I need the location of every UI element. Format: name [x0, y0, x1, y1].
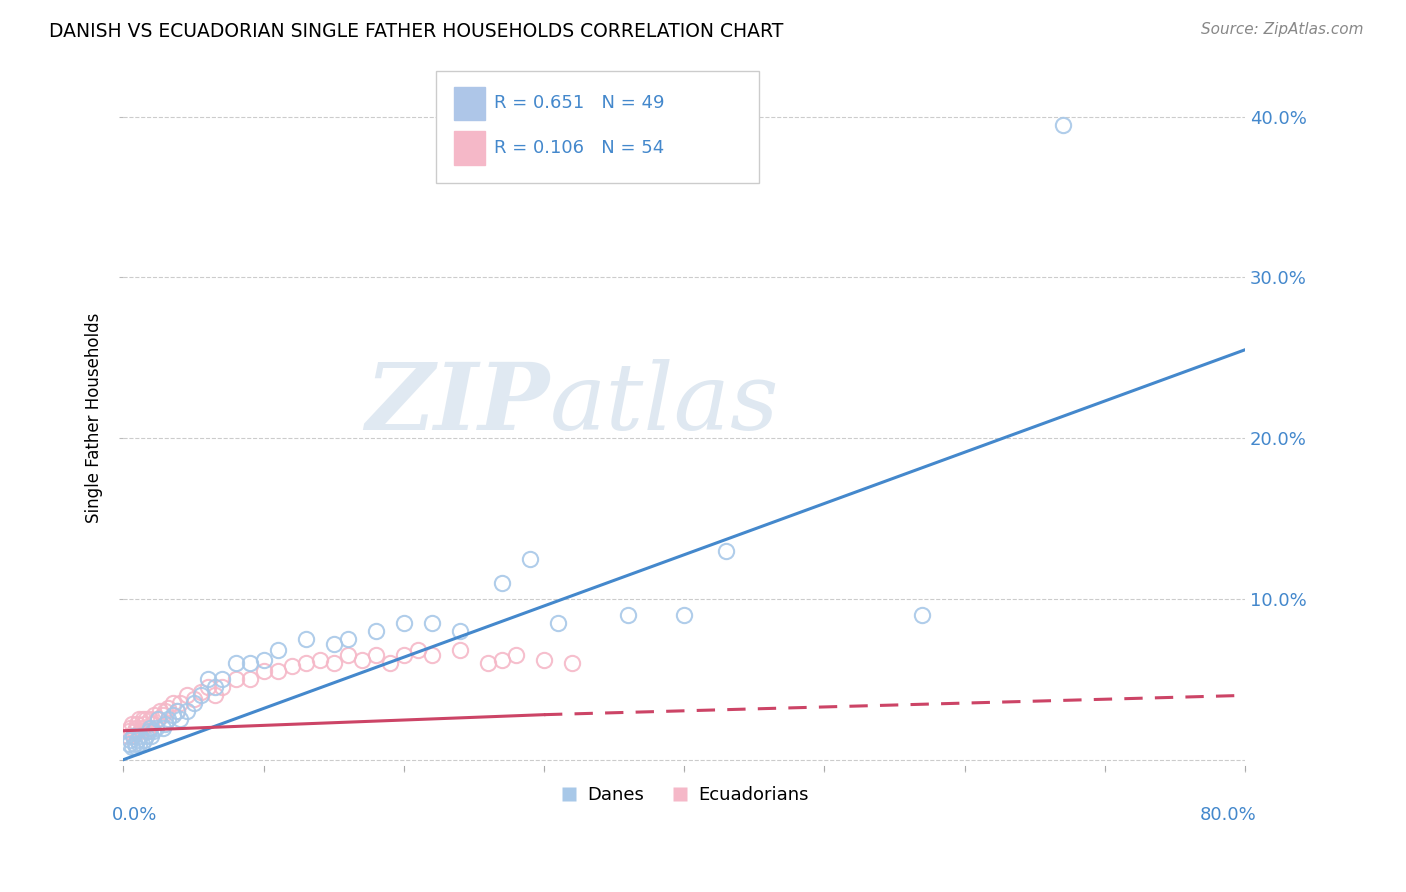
Text: R = 0.651   N = 49: R = 0.651 N = 49	[494, 95, 664, 112]
Text: 0.0%: 0.0%	[112, 806, 157, 824]
Text: ZIP: ZIP	[366, 359, 550, 450]
Y-axis label: Single Father Households: Single Father Households	[86, 313, 103, 524]
Text: R = 0.106   N = 54: R = 0.106 N = 54	[494, 139, 664, 157]
Text: atlas: atlas	[550, 359, 779, 450]
Legend: Danes, Ecuadorians: Danes, Ecuadorians	[553, 779, 815, 811]
Text: Source: ZipAtlas.com: Source: ZipAtlas.com	[1201, 22, 1364, 37]
Text: DANISH VS ECUADORIAN SINGLE FATHER HOUSEHOLDS CORRELATION CHART: DANISH VS ECUADORIAN SINGLE FATHER HOUSE…	[49, 22, 783, 41]
Text: 80.0%: 80.0%	[1199, 806, 1256, 824]
